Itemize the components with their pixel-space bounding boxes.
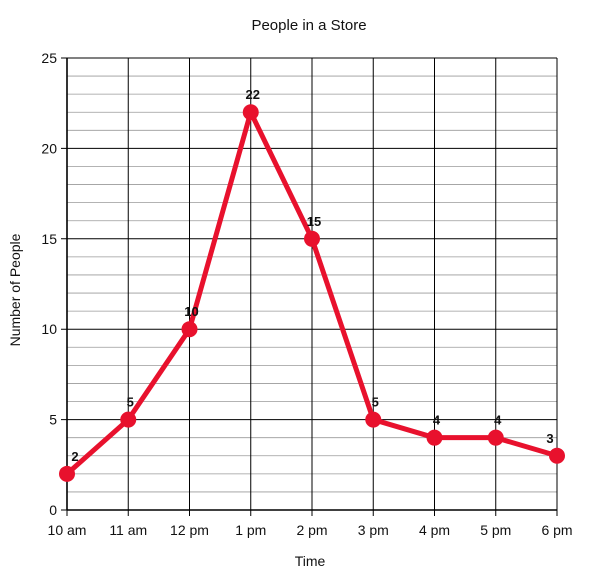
data-points xyxy=(59,104,565,482)
x-tick-label: 12 pm xyxy=(170,522,209,538)
data-point xyxy=(120,411,137,428)
x-tick-label: 11 am xyxy=(109,522,147,538)
x-tick-label: 1 pm xyxy=(235,522,266,538)
x-tick-label: 4 pm xyxy=(419,522,450,538)
data-point xyxy=(181,321,198,338)
data-label: 15 xyxy=(307,214,321,229)
chart-title: People in a Store xyxy=(251,17,366,34)
data-point xyxy=(242,104,259,121)
y-axis-label: Number of People xyxy=(7,233,23,346)
major-gridlines xyxy=(61,57,558,516)
data-label: 2 xyxy=(71,449,78,464)
axes xyxy=(66,58,557,511)
data-point xyxy=(549,447,565,464)
data-labels: 2 5 10 22 15 5 4 4 3 xyxy=(71,87,553,464)
data-point xyxy=(365,411,382,428)
data-label: 4 xyxy=(494,413,502,428)
data-point xyxy=(487,429,504,446)
x-axis-label: Time xyxy=(295,553,326,569)
x-tick-labels: 10 am 11 am 12 pm 1 pm 2 pm 3 pm 4 pm 5 pm 6 pm xyxy=(48,522,573,538)
data-label: 4 xyxy=(433,413,441,428)
data-label: 5 xyxy=(372,395,379,410)
y-tick-label: 25 xyxy=(41,50,57,66)
y-tick-label: 20 xyxy=(41,140,57,156)
y-tick-labels: 0 5 10 15 20 25 xyxy=(41,50,57,518)
data-label: 22 xyxy=(246,87,260,102)
x-tick-label: 2 pm xyxy=(296,522,327,538)
data-point xyxy=(426,429,443,446)
data-point xyxy=(59,465,75,482)
data-label: 5 xyxy=(127,395,134,410)
data-label: 10 xyxy=(184,304,198,319)
data-point xyxy=(304,230,320,247)
data-label: 3 xyxy=(546,431,553,446)
y-tick-label: 5 xyxy=(49,412,57,428)
x-tick-label: 5 pm xyxy=(480,522,511,538)
x-tick-label: 10 am xyxy=(48,522,87,538)
x-tick-label: 6 pm xyxy=(541,522,572,538)
y-tick-label: 0 xyxy=(49,502,57,518)
y-tick-label: 10 xyxy=(41,321,57,337)
x-tick-label: 3 pm xyxy=(358,522,389,538)
y-tick-label: 15 xyxy=(41,231,57,247)
